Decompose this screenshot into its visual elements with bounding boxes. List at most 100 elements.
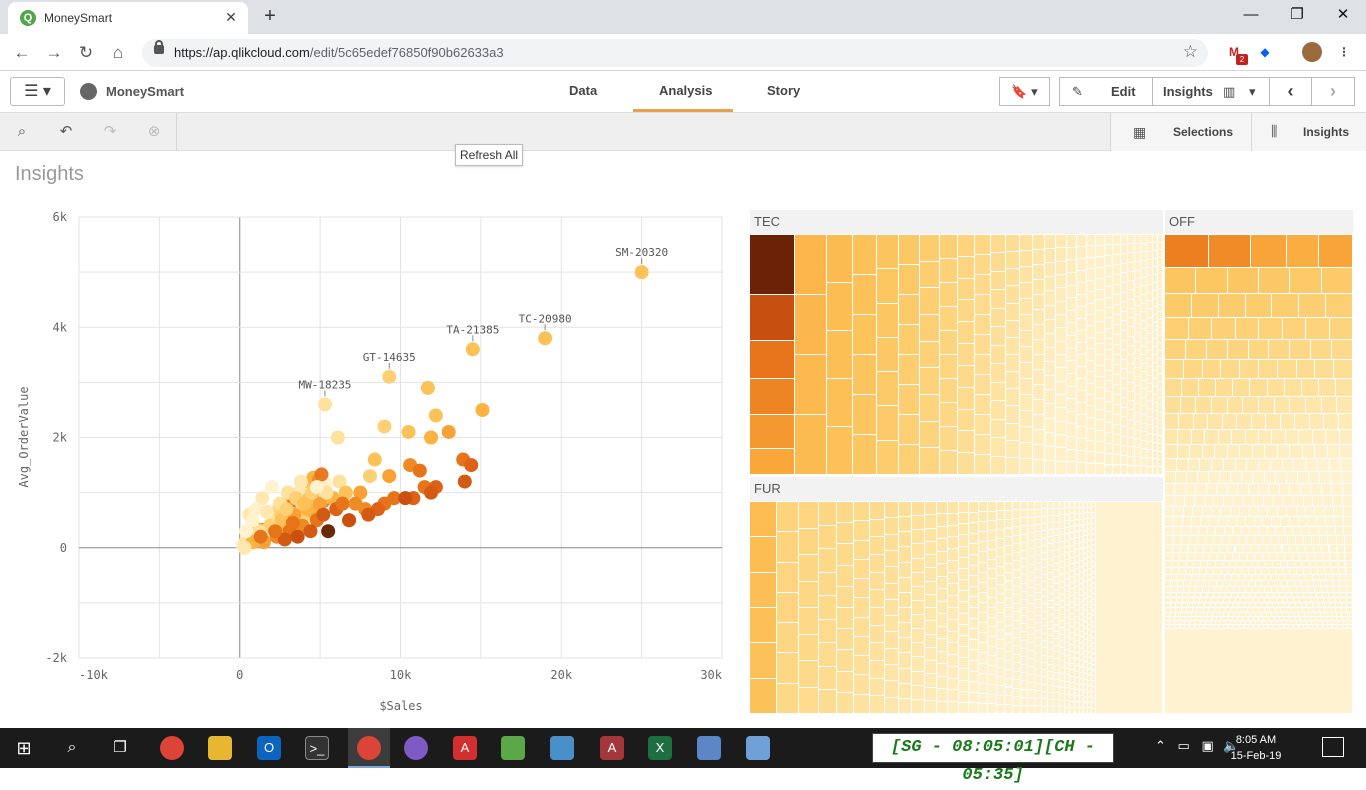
treemap-cell[interactable] — [925, 608, 937, 622]
treemap-cell[interactable] — [958, 256, 975, 279]
treemap-cell[interactable] — [1249, 507, 1259, 517]
treemap-cell[interactable] — [1045, 333, 1056, 348]
treemap-cell[interactable] — [1056, 461, 1067, 475]
treemap-cell[interactable] — [1165, 235, 1209, 268]
treemap-cell[interactable] — [1325, 608, 1331, 613]
treemap-cell[interactable] — [1035, 608, 1042, 616]
treemap-cell[interactable] — [1020, 395, 1033, 411]
treemap-cell[interactable] — [854, 521, 870, 541]
treemap-cell[interactable] — [1165, 545, 1173, 553]
treemap-cell[interactable] — [1239, 625, 1245, 629]
treemap-cell[interactable] — [777, 562, 799, 593]
treemap-cell[interactable] — [1324, 561, 1332, 568]
treemap-cell[interactable] — [988, 550, 997, 560]
treemap-cell[interactable] — [1060, 647, 1065, 655]
treemap-cell[interactable] — [1070, 570, 1075, 577]
treemap-cell[interactable] — [997, 529, 1005, 539]
treemap-cell[interactable] — [1054, 625, 1060, 632]
treemap-cell[interactable] — [1209, 608, 1215, 613]
treemap-cell[interactable] — [1005, 616, 1013, 626]
treemap-cell[interactable] — [1088, 535, 1092, 542]
treemap-cell[interactable] — [1054, 693, 1060, 701]
treemap-cell[interactable] — [1035, 532, 1042, 540]
treemap-cell[interactable] — [1147, 268, 1153, 277]
treemap-cell[interactable] — [1153, 427, 1158, 435]
treemap-cell[interactable] — [1135, 315, 1141, 324]
treemap-cell[interactable] — [920, 421, 940, 449]
treemap-cell[interactable] — [1262, 553, 1271, 561]
treemap-cell[interactable] — [1054, 577, 1060, 585]
treemap-cell[interactable] — [1075, 568, 1080, 575]
treemap-cell[interactable] — [1212, 598, 1218, 603]
treemap-cell[interactable] — [1042, 538, 1048, 546]
treemap-cell[interactable] — [1021, 510, 1028, 519]
forward-button[interactable]: → — [45, 43, 63, 62]
treemap-cell[interactable] — [885, 616, 899, 633]
treemap-cell[interactable] — [1185, 340, 1207, 360]
treemap-cell[interactable] — [1080, 531, 1084, 538]
treemap-cell[interactable] — [937, 589, 948, 602]
treemap-cell[interactable] — [1087, 349, 1096, 361]
treemap-cell[interactable] — [1035, 585, 1042, 593]
treemap-cell[interactable] — [1013, 552, 1021, 562]
treemap-cell[interactable] — [1147, 243, 1153, 252]
treemap-cell[interactable] — [1189, 536, 1198, 545]
treemap-cell[interactable] — [1188, 598, 1195, 603]
treemap-cell[interactable] — [1121, 331, 1128, 341]
treemap-cell[interactable] — [1141, 440, 1147, 450]
treemap-cell[interactable] — [1021, 542, 1028, 551]
treemap-cell[interactable] — [1212, 318, 1236, 340]
treemap-cell[interactable] — [1153, 403, 1158, 411]
volume-icon[interactable]: 🔈 — [1223, 738, 1240, 753]
treemap-cell[interactable] — [1121, 436, 1128, 447]
treemap-cell[interactable] — [1065, 675, 1070, 682]
treemap-cell[interactable] — [1080, 631, 1084, 638]
treemap-cell[interactable] — [1191, 613, 1198, 617]
treemap-cell[interactable] — [1242, 472, 1254, 484]
treemap-cell[interactable] — [1252, 575, 1259, 581]
treemap-cell[interactable] — [1087, 372, 1096, 384]
treemap-cell[interactable] — [799, 502, 819, 529]
treemap-cell[interactable] — [1075, 695, 1080, 702]
treemap-cell[interactable] — [1173, 527, 1183, 536]
treemap-cell[interactable] — [1329, 545, 1338, 553]
treemap-cell[interactable] — [1339, 568, 1347, 575]
treemap-cell[interactable] — [1092, 627, 1096, 633]
terminal-icon[interactable]: >_ — [305, 736, 329, 760]
grid-icon[interactable]: ▦ — [1133, 124, 1147, 140]
treemap-cell[interactable] — [1202, 360, 1222, 379]
treemap-cell[interactable] — [1316, 593, 1323, 598]
treemap-cell[interactable] — [1020, 427, 1033, 443]
treemap-cell[interactable] — [1028, 706, 1035, 714]
treemap-cell[interactable] — [1096, 235, 1105, 246]
treemap-cell[interactable] — [1243, 545, 1252, 553]
treemap-cell[interactable] — [1186, 613, 1192, 617]
treemap-cell[interactable] — [1158, 320, 1163, 328]
treemap-cell[interactable] — [1005, 590, 1013, 600]
treemap-cell[interactable] — [1252, 445, 1266, 459]
treemap-cell[interactable] — [1273, 561, 1281, 568]
treemap-cell[interactable] — [854, 559, 870, 580]
treemap-cell[interactable] — [975, 355, 991, 375]
treemap-cell[interactable] — [1005, 705, 1013, 714]
treemap-cell[interactable] — [1225, 621, 1232, 625]
treemap-cell[interactable] — [1096, 502, 1163, 714]
treemap-cell[interactable] — [1048, 706, 1054, 714]
treemap-cell[interactable] — [1141, 312, 1147, 321]
treemap-cell[interactable] — [1158, 242, 1163, 251]
tab-data[interactable]: Data — [569, 83, 598, 98]
treemap-cell[interactable] — [1048, 643, 1054, 651]
treemap-cell[interactable] — [1240, 613, 1246, 617]
treemap-cell[interactable] — [1270, 553, 1278, 561]
treemap-cell[interactable] — [1005, 555, 1013, 564]
treemap-cell[interactable] — [1327, 527, 1336, 536]
treemap-cell[interactable] — [1128, 419, 1135, 429]
treemap-cell[interactable] — [1021, 656, 1028, 666]
treemap-cell[interactable] — [1070, 533, 1075, 540]
treemap-cell[interactable] — [920, 315, 940, 342]
reload-button[interactable]: ↻ — [78, 43, 94, 62]
treemap-cell[interactable] — [1088, 502, 1092, 508]
next-sheet-button[interactable]: › — [1311, 77, 1355, 106]
treemap-cell[interactable] — [1256, 613, 1262, 617]
treemap-cell[interactable] — [1075, 550, 1080, 557]
